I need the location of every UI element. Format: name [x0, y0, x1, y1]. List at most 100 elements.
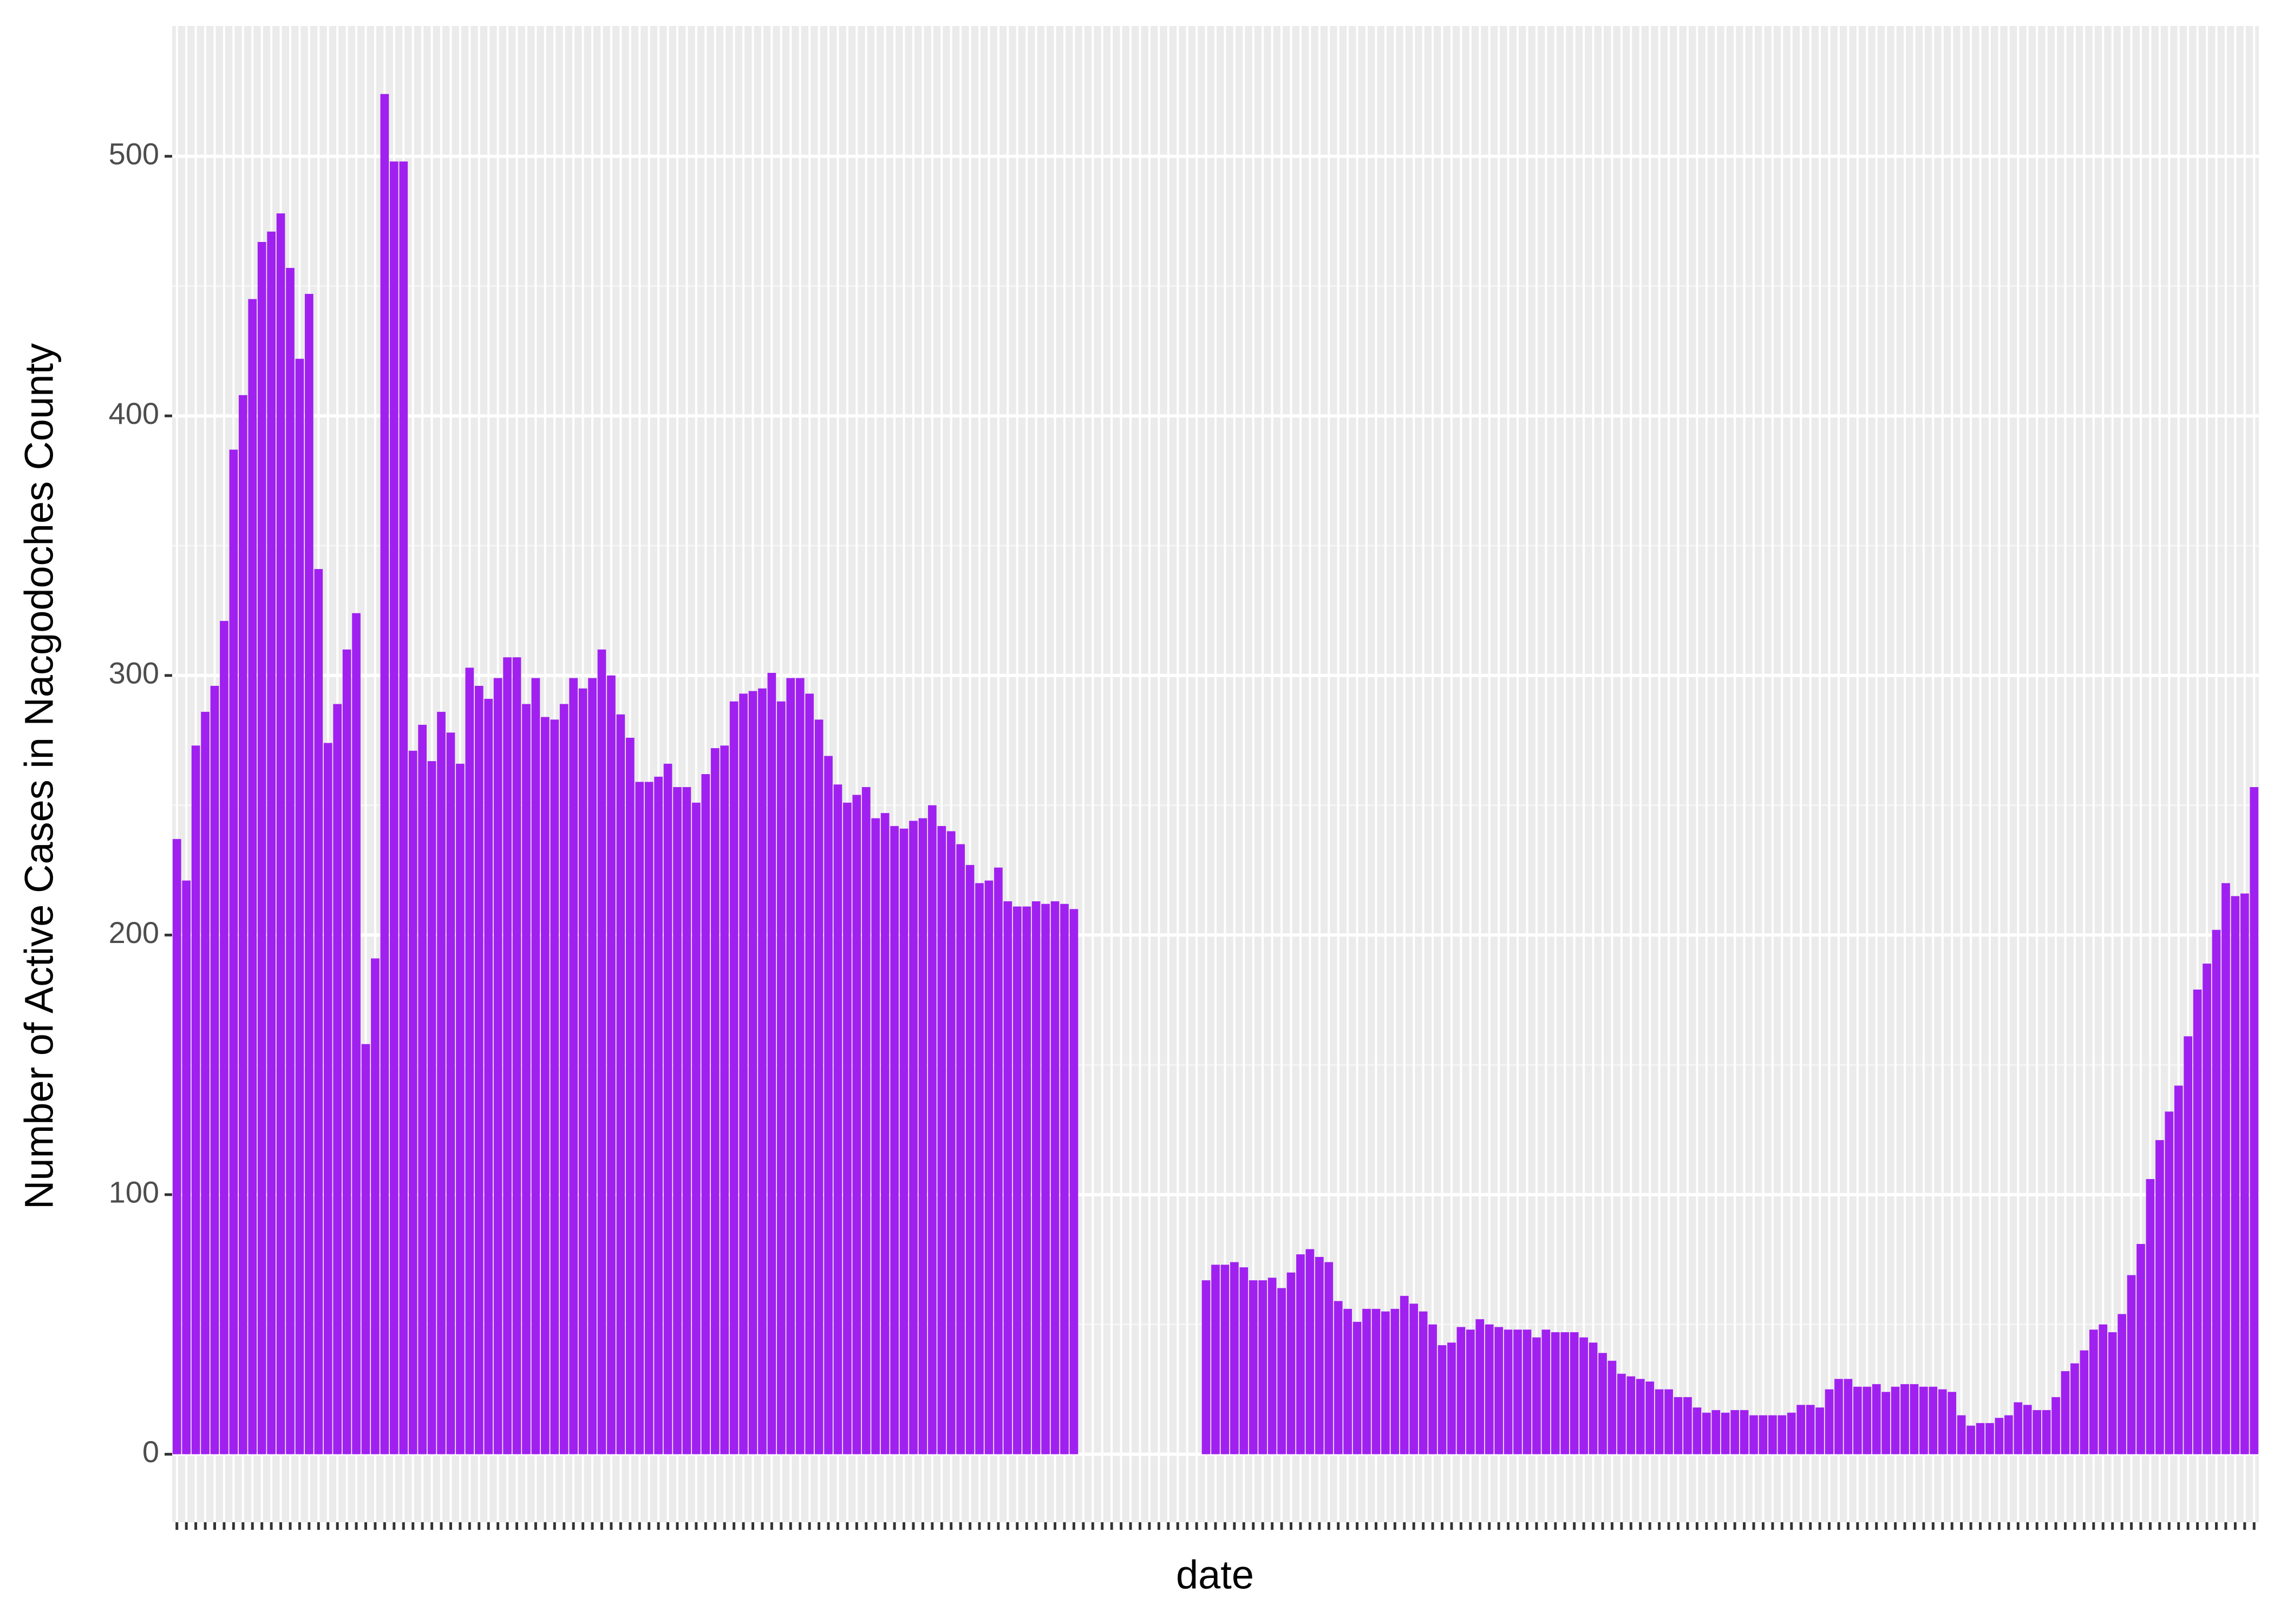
bar [371, 958, 380, 1455]
bar [503, 657, 512, 1455]
bar [1267, 1278, 1277, 1455]
bar [795, 678, 805, 1455]
bar [1003, 901, 1012, 1455]
bar [1853, 1386, 1862, 1455]
bar [843, 802, 852, 1455]
bar [1069, 909, 1079, 1455]
bar [786, 678, 795, 1455]
bar [2231, 896, 2240, 1455]
bar [1334, 1301, 1343, 1455]
bar [937, 826, 946, 1455]
bar [720, 745, 729, 1455]
bar [1579, 1337, 1588, 1455]
bar [1834, 1379, 1843, 1455]
y-tick-label: 200 [109, 915, 159, 949]
bar [1381, 1311, 1390, 1455]
bar [323, 743, 332, 1455]
bar [257, 241, 266, 1455]
bar [427, 761, 436, 1455]
bar [2136, 1243, 2145, 1455]
bar [1447, 1343, 1456, 1455]
bar [2146, 1179, 2155, 1455]
bar [540, 717, 550, 1455]
bar [635, 782, 644, 1455]
bar [531, 678, 540, 1455]
bar [295, 358, 304, 1455]
bar [1693, 1407, 1702, 1455]
bar [446, 732, 455, 1455]
bar [569, 678, 578, 1455]
bar [644, 782, 654, 1455]
bar [1437, 1345, 1447, 1455]
bar [1778, 1415, 1787, 1455]
bar [814, 719, 824, 1455]
bar [663, 763, 672, 1455]
bar [654, 776, 663, 1455]
bar [1371, 1308, 1381, 1455]
bar [918, 818, 927, 1455]
bar [465, 667, 474, 1455]
bar [984, 880, 994, 1455]
bar [1041, 903, 1050, 1455]
bar [267, 231, 276, 1455]
bar [2184, 1036, 2193, 1455]
bar [484, 698, 493, 1455]
bar [776, 701, 786, 1455]
bar [1532, 1337, 1541, 1455]
y-axis-title: Number of Active Cases in Nacgodoches Co… [17, 343, 62, 1209]
bar [2212, 929, 2221, 1455]
bar [1522, 1330, 1532, 1455]
bar [1655, 1389, 1664, 1455]
bar [2080, 1350, 2089, 1455]
bar [1456, 1327, 1466, 1455]
bar [1249, 1280, 1258, 1455]
bar [2070, 1363, 2079, 1455]
bar [1504, 1330, 1513, 1455]
bar [474, 685, 483, 1455]
bar [1277, 1288, 1286, 1455]
bar [1390, 1308, 1400, 1455]
bar [1598, 1353, 1607, 1455]
bar [625, 737, 635, 1455]
bar [220, 621, 228, 1455]
bar [286, 267, 295, 1455]
bar [824, 756, 833, 1455]
bar [248, 299, 257, 1455]
bar [1608, 1360, 1617, 1455]
bar [1664, 1389, 1673, 1455]
bar [909, 821, 918, 1455]
bar [861, 787, 871, 1455]
bar [1560, 1332, 1570, 1455]
bar [1220, 1265, 1230, 1455]
bar [1296, 1254, 1305, 1455]
bar [1938, 1389, 1947, 1455]
bar [833, 784, 842, 1455]
bar [1475, 1319, 1485, 1455]
bar [975, 883, 984, 1455]
bar [361, 1044, 370, 1455]
bar [871, 818, 880, 1455]
bar [2089, 1330, 2098, 1455]
bar [1466, 1330, 1475, 1455]
bar [2118, 1314, 2126, 1455]
bar [1428, 1324, 1437, 1455]
bar [1400, 1295, 1409, 1455]
bar [1343, 1308, 1352, 1455]
y-tick-label: 0 [142, 1435, 159, 1469]
bar [1976, 1423, 1985, 1455]
bar [1230, 1262, 1239, 1455]
bar [1419, 1311, 1428, 1455]
bar [2203, 964, 2211, 1455]
bar [673, 787, 682, 1455]
y-tick-label: 100 [109, 1175, 159, 1209]
bar [380, 94, 389, 1455]
bar [276, 213, 285, 1455]
bar [1258, 1280, 1267, 1455]
y-tick-label: 400 [109, 396, 159, 430]
bar [305, 293, 313, 1455]
bar [1749, 1415, 1758, 1455]
bar [1645, 1381, 1655, 1455]
bar [1239, 1267, 1249, 1455]
bar [456, 763, 465, 1455]
